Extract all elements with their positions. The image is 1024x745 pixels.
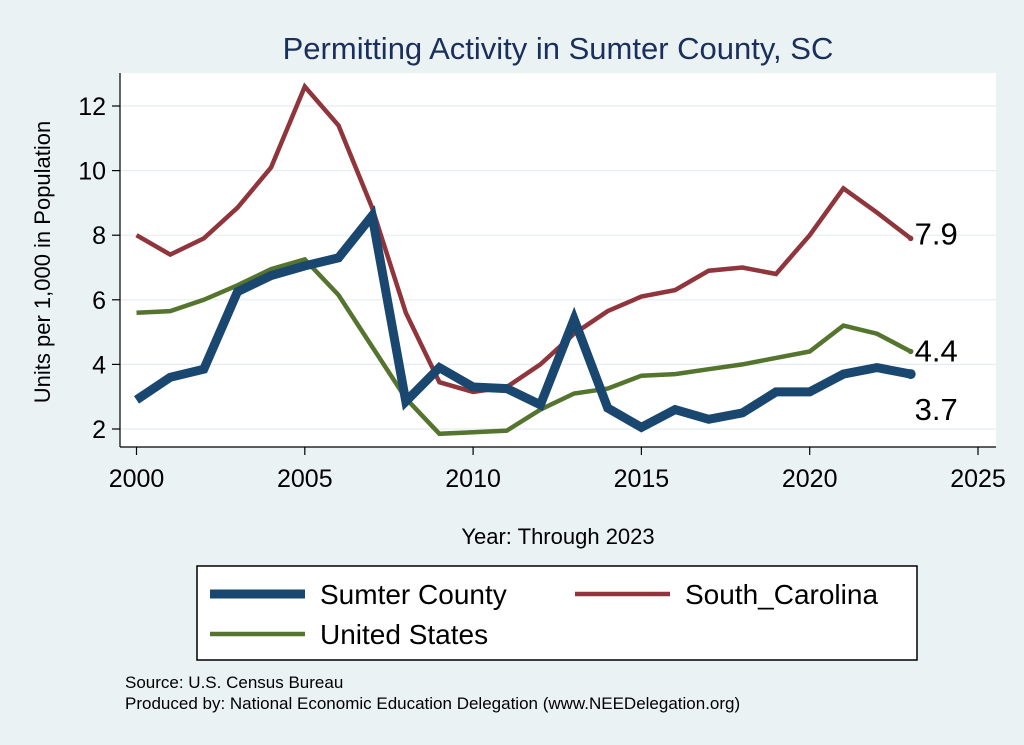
x-tick-label-2020: 2020 bbox=[782, 465, 838, 493]
legend-label-sumter-county: Sumter County bbox=[320, 579, 507, 610]
end-label-south-carolina: 7.9 bbox=[915, 216, 958, 251]
series-end-point-sumter-county bbox=[905, 369, 916, 380]
legend-label-south-carolina: South_Carolina bbox=[685, 579, 878, 610]
series-lines bbox=[133, 82, 916, 437]
y-tick-label-2: 2 bbox=[92, 416, 106, 444]
y-tick-label-12: 12 bbox=[78, 93, 106, 121]
y-tick-label-4: 4 bbox=[92, 351, 106, 379]
series-end-point-south-carolina bbox=[907, 235, 914, 242]
legend-label-united-states: United States bbox=[320, 619, 488, 650]
y-axis-title: Units per 1,000 in Population bbox=[30, 121, 55, 404]
producer-note: Produced by: National Economic Education… bbox=[125, 694, 740, 713]
x-tick-label-2000: 2000 bbox=[109, 465, 165, 493]
legend: Sumter County South_Carolina United Stat… bbox=[196, 565, 918, 661]
x-tick-label-2015: 2015 bbox=[614, 465, 670, 493]
end-labels: 3.7 7.9 4.4 bbox=[915, 216, 958, 427]
series-end-point-united-states bbox=[907, 348, 914, 355]
x-tick-label-2025: 2025 bbox=[950, 465, 1006, 493]
x-tick-label-2005: 2005 bbox=[277, 465, 333, 493]
y-tick-label-6: 6 bbox=[92, 287, 106, 315]
axes: 2 4 6 8 10 12 2000 2005 2010 2015 2020 2025 bbox=[78, 73, 1006, 493]
y-tick-label-10: 10 bbox=[78, 158, 106, 186]
series-line-united-states bbox=[136, 256, 912, 437]
source-note: Source: U.S. Census Bureau bbox=[125, 673, 343, 692]
series-line-sumter-county bbox=[133, 205, 912, 433]
chart-title: Permitting Activity in Sumter County, SC bbox=[283, 31, 834, 66]
legend-box bbox=[196, 565, 918, 661]
x-axis-title: Year: Through 2023 bbox=[461, 524, 654, 549]
end-label-united-states: 4.4 bbox=[915, 333, 958, 368]
end-label-sumter-county: 3.7 bbox=[915, 392, 958, 427]
x-tick-label-2010: 2010 bbox=[445, 465, 501, 493]
plot-area bbox=[120, 73, 996, 447]
series-line-south-carolina bbox=[135, 82, 913, 395]
y-tick-label-8: 8 bbox=[92, 222, 106, 250]
